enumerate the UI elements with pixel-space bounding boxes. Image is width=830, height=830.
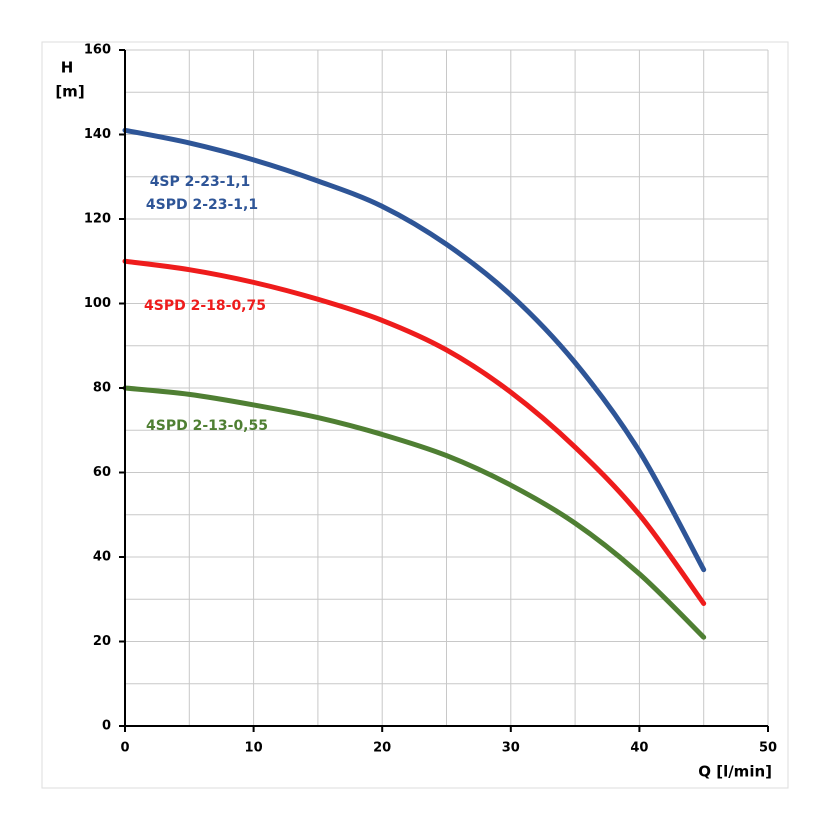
y-tick-label: 20 xyxy=(93,634,111,649)
series-label: 4SPD 2-13-0,55 xyxy=(146,418,268,434)
series-label: 4SP 2-23-1,1 xyxy=(150,174,251,190)
y-tick-label: 160 xyxy=(84,43,111,58)
x-tick-label: 50 xyxy=(759,741,777,756)
y-tick-label: 120 xyxy=(84,212,111,227)
y-tick-label: 80 xyxy=(93,381,111,396)
y-axis-label: H xyxy=(61,59,74,77)
x-tick-label: 10 xyxy=(245,741,263,756)
series-line xyxy=(122,258,707,606)
y-tick-label: 0 xyxy=(102,719,111,734)
x-axis-label: Q [l/min] xyxy=(698,763,772,781)
series-line xyxy=(122,385,707,640)
y-tick-label: 100 xyxy=(84,296,111,311)
x-tick-label: 20 xyxy=(373,741,391,756)
x-tick-label: 40 xyxy=(630,741,648,756)
series-label: 4SPD 2-23-1,1 xyxy=(146,197,258,213)
x-tick-label: 30 xyxy=(502,741,520,756)
series-line xyxy=(122,127,707,573)
y-tick-label: 40 xyxy=(93,550,111,565)
y-tick-label: 140 xyxy=(84,127,111,142)
series-label: 4SPD 2-18-0,75 xyxy=(144,298,266,314)
y-tick-label: 60 xyxy=(93,465,111,480)
x-tick-label: 0 xyxy=(120,741,129,756)
y-axis-unit: [m] xyxy=(55,83,84,101)
frame xyxy=(41,41,789,789)
